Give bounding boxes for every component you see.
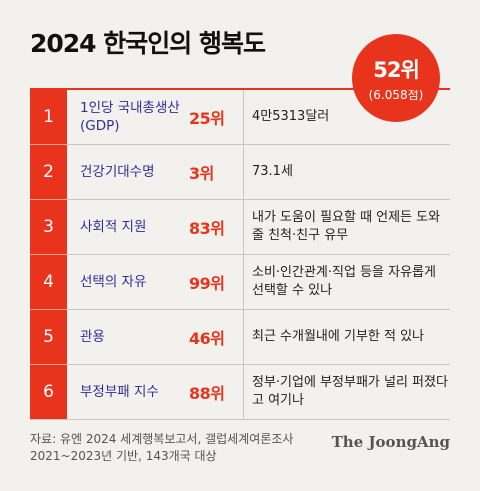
source-line-1: 자료: 유엔 2024 세계행복보고서, 갤럽세계여론조사 xyxy=(30,432,294,446)
row-value: 73.1세 xyxy=(252,164,293,179)
row-divider xyxy=(243,365,252,419)
row-value: 소비·인간관계·직업 등을 자유롭게 선택할 수 있나 xyxy=(252,265,436,298)
row-label: 관용 xyxy=(80,329,105,345)
source-line-2: 2021~2023년 기반, 143개국 대상 xyxy=(30,449,217,463)
row-value: 정부·기업에 부정부패가 널리 퍼졌다고 여기나 xyxy=(252,375,448,408)
row-number: 6 xyxy=(30,365,67,419)
row-value: 4만5313달러 xyxy=(252,109,330,124)
row-value: 최근 수개월내에 기부한 적 있나 xyxy=(252,329,425,344)
row-number: 4 xyxy=(30,255,67,310)
row-rank: 3위 xyxy=(189,164,214,183)
overall-rank-badge: 52위 (6.058점) xyxy=(352,34,440,122)
table-row: 5 관용 46위 최근 수개월내에 기부한 적 있나 xyxy=(30,310,450,365)
row-number: 3 xyxy=(30,200,67,255)
table-row: 2 건강기대수명 3위 73.1세 xyxy=(30,145,450,200)
row-rank: 46위 xyxy=(189,329,225,348)
row-divider xyxy=(243,255,252,309)
row-rank: 99위 xyxy=(189,274,225,293)
row-number: 1 xyxy=(30,90,67,145)
row-rank: 25위 xyxy=(189,109,225,128)
row-number: 5 xyxy=(30,310,67,365)
table-row: 4 선택의 자유 99위 소비·인간관계·직업 등을 자유롭게 선택할 수 있나 xyxy=(30,255,450,310)
row-label: 선택의 자유 xyxy=(80,274,147,290)
row-label: 1인당 국내총생산 (GDP) xyxy=(80,100,180,134)
source-note: 자료: 유엔 2024 세계행복보고서, 갤럽세계여론조사 2021~2023년… xyxy=(30,431,293,465)
row-divider xyxy=(243,200,252,254)
row-divider xyxy=(243,310,252,364)
table-row: 6 부정부패 지수 88위 정부·기업에 부정부패가 널리 퍼졌다고 여기나 xyxy=(30,365,450,420)
row-divider xyxy=(243,90,252,144)
row-divider xyxy=(243,145,252,199)
overall-score: (6.058점) xyxy=(368,87,424,102)
overall-rank: 52위 xyxy=(373,57,420,82)
page-title: 2024 한국인의 행복도 xyxy=(30,29,266,58)
row-rank: 88위 xyxy=(189,384,225,403)
row-label: 부정부패 지수 xyxy=(80,384,159,400)
brand-logo: The JoongAng xyxy=(331,433,450,451)
row-number: 2 xyxy=(30,145,67,200)
table-row: 3 사회적 지원 83위 내가 도움이 필요할 때 언제든 도와줄 친척·친구 … xyxy=(30,200,450,255)
row-rank: 83위 xyxy=(189,219,225,238)
row-value: 내가 도움이 필요할 때 언제든 도와줄 친척·친구 유무 xyxy=(252,210,441,243)
table-row: 1 1인당 국내총생산 (GDP) 25위 4만5313달러 xyxy=(30,88,450,145)
row-label: 건강기대수명 xyxy=(80,164,155,180)
happiness-table: 1 1인당 국내총생산 (GDP) 25위 4만5313달러 2 건강기대수명 … xyxy=(30,88,450,420)
row-label: 사회적 지원 xyxy=(80,219,147,235)
